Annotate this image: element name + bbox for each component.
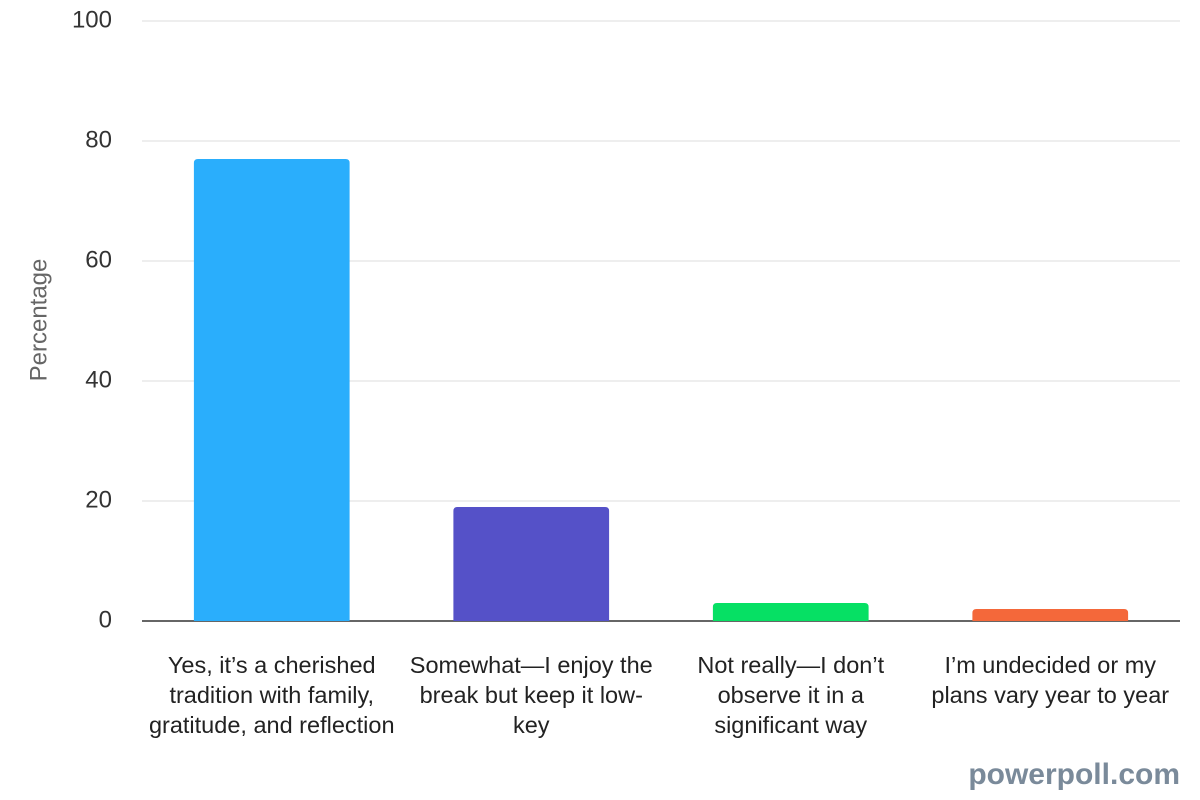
y-tick-label: 100: [72, 6, 112, 33]
y-tick-label: 60: [85, 246, 112, 273]
y-tick-label: 0: [99, 606, 112, 633]
watermark: powerpoll.com: [968, 758, 1180, 791]
x-tick-label: Yes, it’s a cherished tradition with fam…: [148, 652, 395, 738]
bar: [712, 603, 869, 621]
x-tick-label: I’m undecided or my plans vary year to y…: [931, 652, 1170, 708]
bar: [453, 507, 610, 621]
bar: [972, 609, 1129, 621]
x-tick-label: Not really—I don’t observe it in a signi…: [697, 652, 885, 738]
bar: [193, 159, 350, 621]
y-axis-label: Percentage: [25, 259, 52, 382]
y-tick-label: 40: [85, 366, 112, 393]
y-tick-label: 20: [85, 486, 112, 513]
y-tick-label: 80: [85, 126, 112, 153]
x-tick-label: Somewhat—I enjoy the break but keep it l…: [409, 652, 653, 738]
